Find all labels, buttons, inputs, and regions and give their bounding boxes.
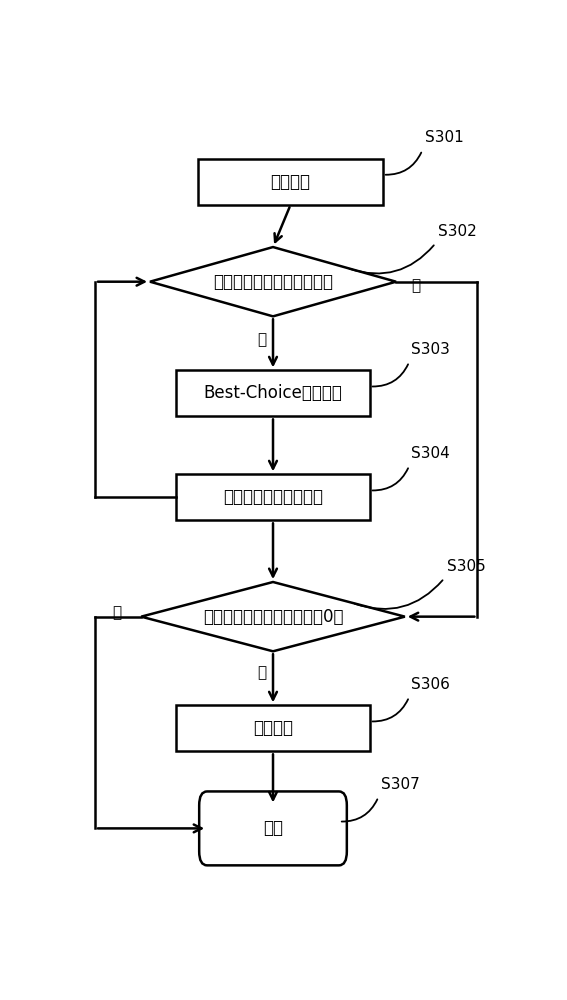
Text: 拆分线网，复制驱动器: 拆分线网，复制驱动器 <box>223 488 323 506</box>
Text: 存在高扇出线网需要拆分？: 存在高扇出线网需要拆分？ <box>213 273 333 291</box>
Text: S303: S303 <box>412 342 450 357</box>
FancyBboxPatch shape <box>199 791 347 865</box>
Text: 否: 否 <box>412 278 421 293</box>
Text: Best-Choice聚簇分组: Best-Choice聚簇分组 <box>204 384 342 402</box>
Text: 结束: 结束 <box>263 819 283 837</box>
FancyBboxPatch shape <box>176 705 370 751</box>
Text: S304: S304 <box>412 446 450 461</box>
Text: 时序分析: 时序分析 <box>270 173 311 191</box>
Text: S305: S305 <box>447 559 485 574</box>
Text: 是: 是 <box>257 332 266 347</box>
Polygon shape <box>150 247 396 316</box>
Text: S306: S306 <box>412 677 450 692</box>
Polygon shape <box>141 582 405 651</box>
FancyBboxPatch shape <box>176 474 370 520</box>
FancyBboxPatch shape <box>198 158 383 205</box>
Text: 拆分的高扇出线网数目大于0？: 拆分的高扇出线网数目大于0？ <box>203 608 343 626</box>
Text: S302: S302 <box>438 224 476 239</box>
Text: 否: 否 <box>112 605 121 620</box>
Text: S301: S301 <box>425 130 463 145</box>
FancyBboxPatch shape <box>176 370 370 416</box>
Text: 递增布局: 递增布局 <box>253 719 293 737</box>
Text: 是: 是 <box>257 665 266 680</box>
Text: S307: S307 <box>380 777 420 792</box>
